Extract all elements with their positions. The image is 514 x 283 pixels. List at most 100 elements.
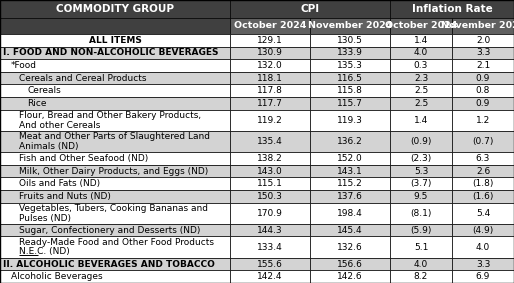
Bar xyxy=(230,177,310,190)
Bar xyxy=(310,152,390,165)
Bar xyxy=(230,190,310,203)
Bar xyxy=(310,110,390,131)
Bar xyxy=(310,190,390,203)
Bar xyxy=(390,258,452,270)
Text: 143.0: 143.0 xyxy=(257,167,283,175)
Bar xyxy=(310,97,390,110)
Text: 119.3: 119.3 xyxy=(337,116,363,125)
Text: (0.7): (0.7) xyxy=(472,137,493,146)
Bar xyxy=(390,18,452,34)
Text: 136.2: 136.2 xyxy=(337,137,363,146)
Bar xyxy=(310,84,390,97)
Bar xyxy=(230,270,310,283)
Bar xyxy=(390,59,452,72)
Bar xyxy=(452,190,514,203)
Text: 133.4: 133.4 xyxy=(257,243,283,252)
Bar xyxy=(230,152,310,165)
Bar xyxy=(0,165,230,177)
Text: 130.5: 130.5 xyxy=(337,36,363,45)
Bar xyxy=(230,237,310,258)
Bar xyxy=(390,203,452,224)
Text: COMMODITY GROUP: COMMODITY GROUP xyxy=(56,4,174,14)
Text: (0.9): (0.9) xyxy=(410,137,432,146)
Text: *Food: *Food xyxy=(11,61,37,70)
Bar xyxy=(390,47,452,59)
Bar xyxy=(452,59,514,72)
Text: 3.3: 3.3 xyxy=(476,260,490,269)
Bar xyxy=(452,224,514,237)
Bar xyxy=(0,0,230,18)
Bar xyxy=(390,270,452,283)
Text: (1.6): (1.6) xyxy=(472,192,493,201)
Bar xyxy=(310,47,390,59)
Bar xyxy=(230,224,310,237)
Text: October 2024: October 2024 xyxy=(385,22,457,31)
Bar xyxy=(230,165,310,177)
Text: 2.3: 2.3 xyxy=(414,74,428,83)
Bar xyxy=(0,59,230,72)
Text: (8.1): (8.1) xyxy=(410,209,432,218)
Text: 144.3: 144.3 xyxy=(257,226,283,235)
Text: (1.8): (1.8) xyxy=(472,179,493,188)
Bar xyxy=(0,152,230,165)
Bar xyxy=(0,97,230,110)
Text: I. FOOD AND NON-ALCOHOLIC BEVERAGES: I. FOOD AND NON-ALCOHOLIC BEVERAGES xyxy=(3,48,218,57)
Text: 198.4: 198.4 xyxy=(337,209,363,218)
Bar xyxy=(0,72,230,84)
Bar xyxy=(390,177,452,190)
Text: 5.3: 5.3 xyxy=(414,167,428,175)
Text: 2.0: 2.0 xyxy=(476,36,490,45)
Text: Fish and Other Seafood (ND): Fish and Other Seafood (ND) xyxy=(19,154,148,163)
Bar xyxy=(0,258,230,270)
Text: (3.7): (3.7) xyxy=(410,179,432,188)
Text: 0.8: 0.8 xyxy=(476,86,490,95)
Text: 155.6: 155.6 xyxy=(257,260,283,269)
Bar xyxy=(390,224,452,237)
Bar xyxy=(310,224,390,237)
Text: 5.4: 5.4 xyxy=(476,209,490,218)
Text: Ready-Made Food and Other Food Products: Ready-Made Food and Other Food Products xyxy=(19,238,214,247)
Text: 1.2: 1.2 xyxy=(476,116,490,125)
Bar xyxy=(452,34,514,47)
Bar xyxy=(452,47,514,59)
Text: 133.9: 133.9 xyxy=(337,48,363,57)
Text: 9.5: 9.5 xyxy=(414,192,428,201)
Text: 138.2: 138.2 xyxy=(257,154,283,163)
Text: 135.4: 135.4 xyxy=(257,137,283,146)
Text: (4.9): (4.9) xyxy=(472,226,493,235)
Bar xyxy=(310,177,390,190)
Text: 115.7: 115.7 xyxy=(337,99,363,108)
Text: (2.3): (2.3) xyxy=(410,154,432,163)
Text: 150.3: 150.3 xyxy=(257,192,283,201)
Bar xyxy=(390,110,452,131)
Text: Sugar, Confectionery and Desserts (ND): Sugar, Confectionery and Desserts (ND) xyxy=(19,226,200,235)
Bar xyxy=(390,165,452,177)
Bar xyxy=(452,258,514,270)
Bar xyxy=(230,72,310,84)
Bar xyxy=(452,72,514,84)
Text: 142.4: 142.4 xyxy=(257,272,283,281)
Bar xyxy=(230,203,310,224)
Text: CPI: CPI xyxy=(301,4,320,14)
Text: 0.9: 0.9 xyxy=(476,74,490,83)
Text: 5.1: 5.1 xyxy=(414,243,428,252)
Bar xyxy=(0,18,230,34)
Bar xyxy=(452,97,514,110)
Bar xyxy=(452,270,514,283)
Bar xyxy=(452,165,514,177)
Text: 145.4: 145.4 xyxy=(337,226,363,235)
Bar xyxy=(0,270,230,283)
Text: (5.9): (5.9) xyxy=(410,226,432,235)
Text: 129.1: 129.1 xyxy=(257,36,283,45)
Bar xyxy=(230,131,310,152)
Bar xyxy=(390,34,452,47)
Bar xyxy=(230,0,390,18)
Text: 170.9: 170.9 xyxy=(257,209,283,218)
Text: 143.1: 143.1 xyxy=(337,167,363,175)
Bar xyxy=(310,270,390,283)
Text: 115.8: 115.8 xyxy=(337,86,363,95)
Bar xyxy=(230,84,310,97)
Bar xyxy=(310,165,390,177)
Text: Rice: Rice xyxy=(27,99,46,108)
Text: ALL ITEMS: ALL ITEMS xyxy=(88,36,141,45)
